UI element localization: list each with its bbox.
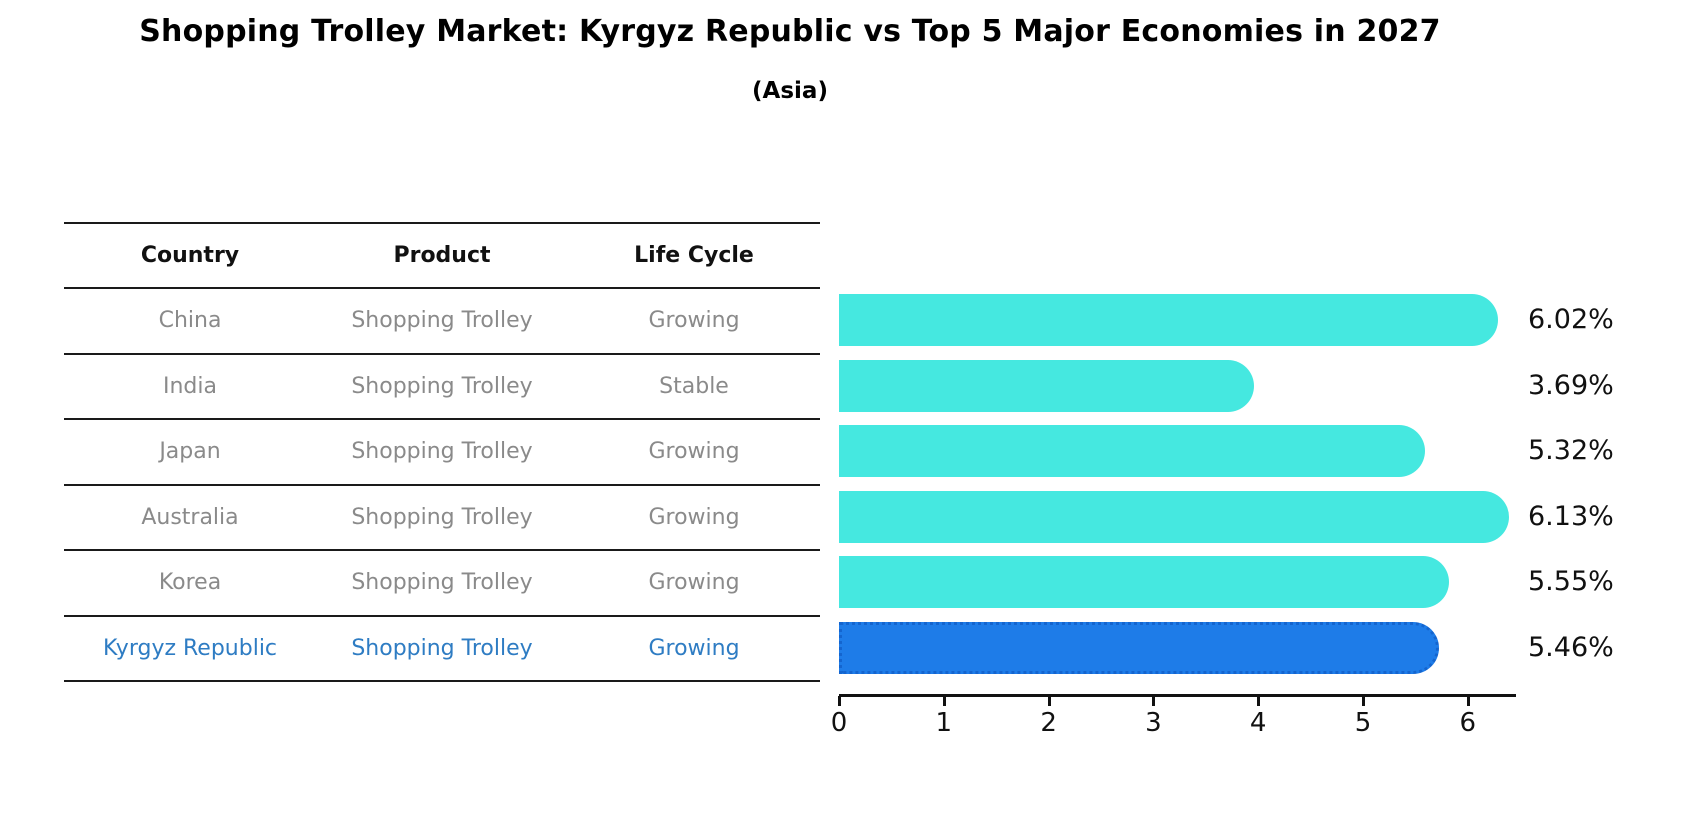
x-axis-tick-label: 1 bbox=[935, 708, 953, 738]
page-title: Shopping Trolley Market: Kyrgyz Republic… bbox=[139, 14, 1441, 49]
cell-life-cycle: Stable bbox=[659, 373, 729, 399]
table-row: India Shopping Trolley Stable bbox=[64, 355, 820, 420]
cell-life-cycle: Growing bbox=[648, 570, 740, 596]
x-axis-tick-label: 0 bbox=[830, 708, 848, 738]
bar-australia bbox=[839, 490, 1510, 543]
bar-india bbox=[839, 359, 1254, 412]
table-row: Australia Shopping Trolley Growing bbox=[64, 486, 820, 551]
cell-life-cycle: Growing bbox=[648, 635, 740, 661]
page-subtitle: (Asia) bbox=[752, 78, 828, 104]
cell-country: India bbox=[163, 373, 217, 399]
bar-korea bbox=[839, 556, 1449, 608]
x-axis-tick bbox=[838, 696, 841, 706]
cell-country: Japan bbox=[159, 439, 221, 465]
cell-country: China bbox=[158, 308, 222, 334]
x-axis-tick bbox=[1362, 696, 1365, 706]
cell-product: Shopping Trolley bbox=[351, 373, 533, 399]
bar-value-label: 5.32% bbox=[1528, 435, 1614, 466]
cell-life-cycle: Growing bbox=[648, 504, 740, 530]
country-table: Country Product Life Cycle China Shoppin… bbox=[64, 222, 820, 682]
column-header-product: Product bbox=[393, 243, 491, 268]
x-axis-tick-label: 3 bbox=[1145, 708, 1162, 738]
x-axis-tick-label: 5 bbox=[1354, 708, 1372, 738]
x-axis-tick bbox=[1466, 696, 1470, 706]
cell-country: Korea bbox=[158, 570, 222, 596]
cell-product: Shopping Trolley bbox=[351, 570, 533, 596]
x-axis-tick bbox=[1047, 696, 1051, 706]
bar-value-label: 3.69% bbox=[1528, 369, 1614, 401]
bar-china bbox=[839, 294, 1498, 346]
cell-product: Shopping Trolley bbox=[351, 308, 533, 334]
cell-country: Kyrgyz Republic bbox=[102, 635, 278, 661]
x-axis-tick bbox=[942, 696, 946, 706]
x-axis-tick-label: 2 bbox=[1040, 708, 1057, 738]
cell-product: Shopping Trolley bbox=[351, 504, 533, 530]
cell-product: Shopping Trolley bbox=[351, 635, 533, 661]
table-header-row: Country Product Life Cycle bbox=[64, 224, 820, 289]
bar-japan bbox=[839, 425, 1425, 477]
table-row: China Shopping Trolley Growing bbox=[64, 289, 820, 355]
column-header-country: Country bbox=[140, 243, 240, 268]
bar-value-label: 6.02% bbox=[1528, 304, 1614, 335]
bar-kyrgyz-republic bbox=[839, 621, 1440, 674]
bar-value-label: 5.46% bbox=[1528, 631, 1614, 663]
cell-life-cycle: Growing bbox=[648, 439, 740, 465]
x-axis-tick bbox=[1152, 696, 1156, 706]
x-axis-tick-label: 4 bbox=[1249, 708, 1267, 738]
table-row-kyrgyz-republic: Kyrgyz Republic Shopping Trolley Growing bbox=[64, 617, 820, 682]
cell-product: Shopping Trolley bbox=[351, 439, 533, 465]
table-row: Korea Shopping Trolley Growing bbox=[64, 551, 820, 617]
cell-country: Australia bbox=[141, 504, 239, 530]
bar-value-label: 6.13% bbox=[1528, 500, 1614, 532]
x-axis-line bbox=[839, 694, 1516, 697]
bar-value-label: 5.55% bbox=[1528, 566, 1614, 597]
column-header-life-cycle: Life Cycle bbox=[634, 243, 754, 268]
x-axis-tick bbox=[1257, 696, 1261, 706]
table-row: Japan Shopping Trolley Growing bbox=[64, 420, 820, 486]
cell-life-cycle: Growing bbox=[648, 308, 740, 334]
x-axis-tick-label: 6 bbox=[1459, 708, 1477, 738]
